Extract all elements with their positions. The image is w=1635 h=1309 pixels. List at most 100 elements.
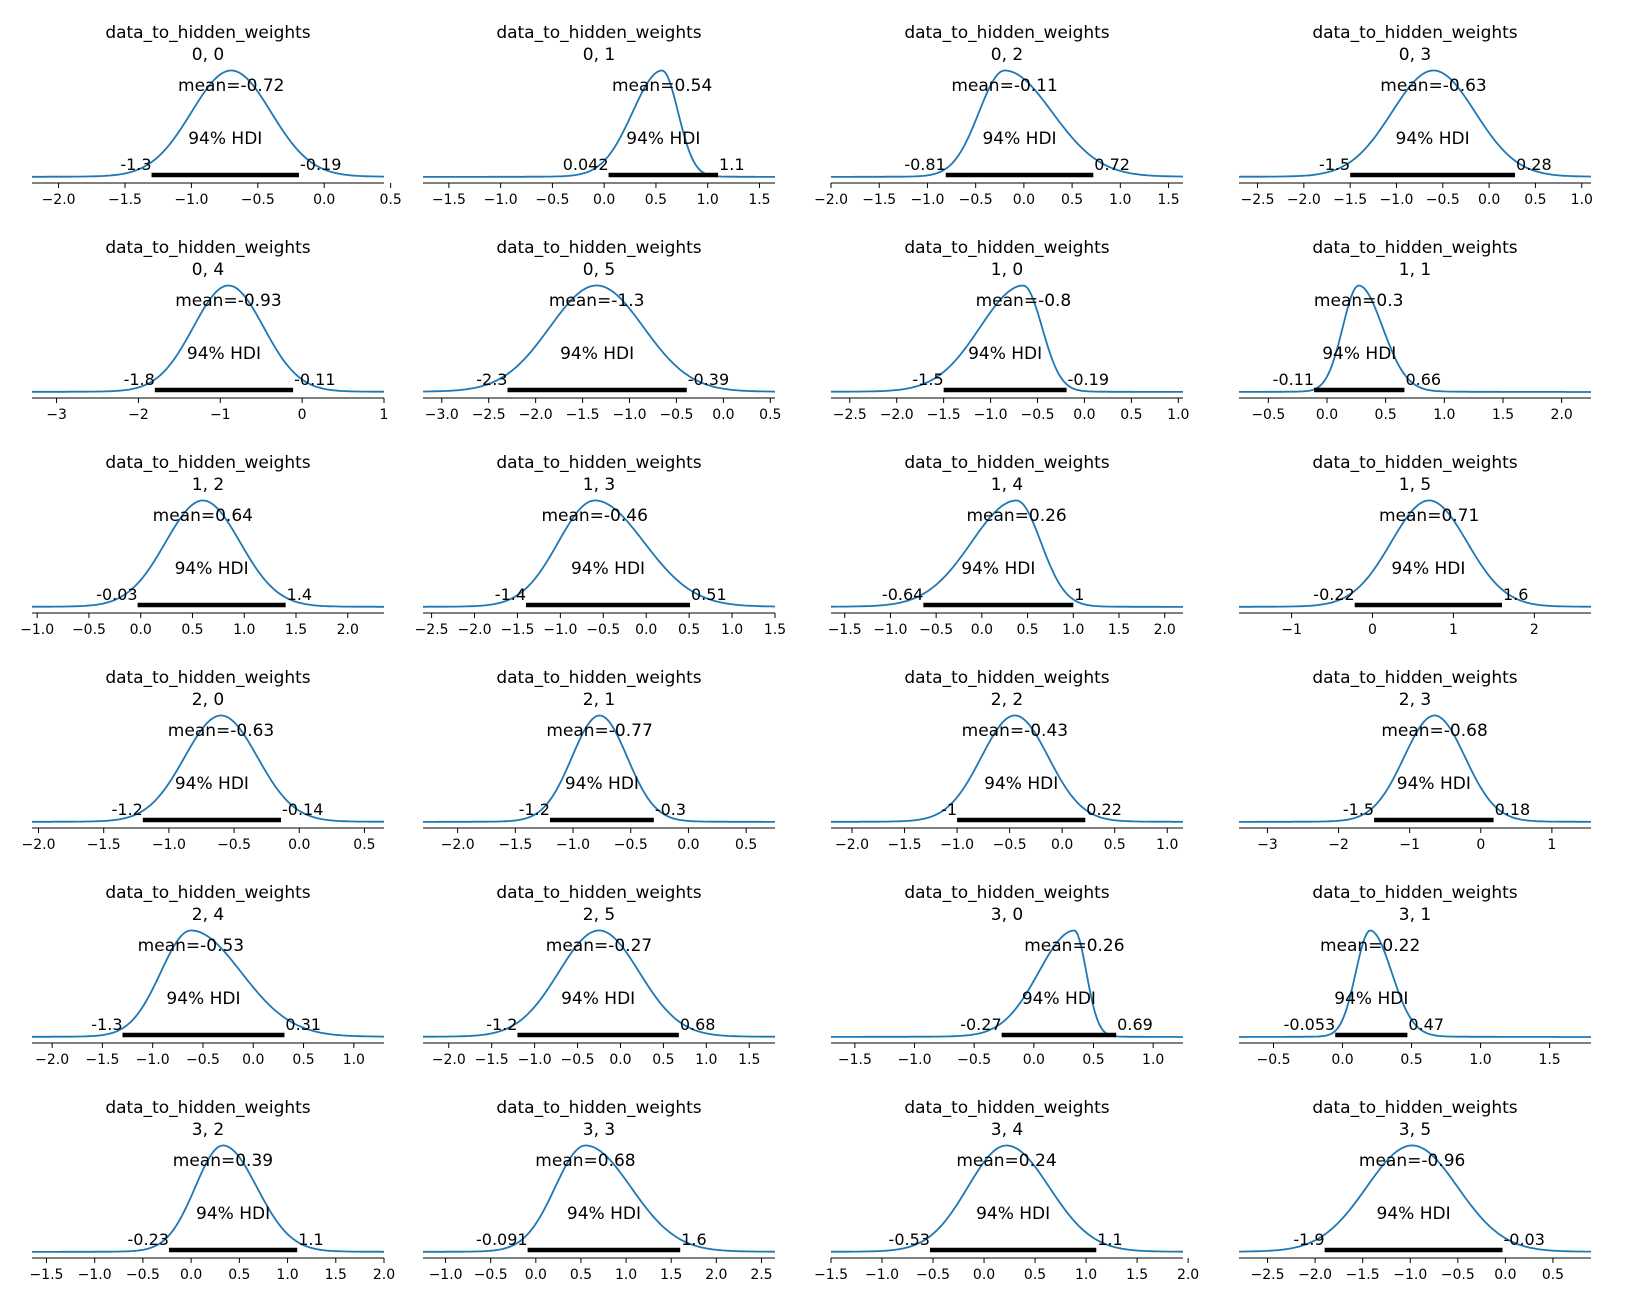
x-tick-label: −2.0 bbox=[814, 192, 848, 208]
panel-title: data_to_hidden_weights bbox=[105, 1098, 310, 1118]
hdi-upper-label: -0.19 bbox=[300, 155, 341, 174]
panel-title: data_to_hidden_weights bbox=[496, 668, 701, 688]
panel-title: data_to_hidden_weights bbox=[496, 453, 701, 473]
mean-label: mean=0.3 bbox=[1314, 291, 1404, 311]
hdi-lower-label: -0.53 bbox=[889, 1230, 930, 1249]
x-tick-label: 2.0 bbox=[1177, 1267, 1199, 1283]
posterior-panel: −2.0 −1.5 −1.0 −0.5 0.0 0.5 data_to_hidden_wei… bbox=[423, 668, 775, 853]
panel-title: data_to_hidden_weights bbox=[904, 453, 1109, 473]
density-curve bbox=[1239, 284, 1591, 393]
x-tick-label: 0.0 bbox=[313, 192, 335, 208]
hdi-label: 94% HDI bbox=[166, 989, 240, 1009]
density-curve bbox=[423, 284, 775, 393]
x-tick-label: 1.5 bbox=[1108, 622, 1130, 638]
x-tick-label: −1.0 bbox=[484, 192, 518, 208]
x-tick-label: −1.0 bbox=[865, 1267, 899, 1283]
hdi-lower-label: -1 bbox=[941, 800, 957, 819]
mean-label: mean=0.68 bbox=[535, 1151, 635, 1171]
x-tick-label: 0.0 bbox=[242, 1052, 264, 1068]
hdi-lower-label: -0.11 bbox=[1273, 370, 1314, 389]
x-tick-label: 1.0 bbox=[276, 1267, 298, 1283]
x-tick-label: −2.0 bbox=[1298, 1267, 1332, 1283]
panel-title: data_to_hidden_weights bbox=[904, 238, 1109, 258]
hdi-upper-label: 0.31 bbox=[285, 1015, 321, 1034]
x-tick-label: −1.0 bbox=[873, 622, 907, 638]
hdi-lower-label: -1.8 bbox=[124, 370, 155, 389]
x-tick-label: −1.5 bbox=[432, 192, 466, 208]
density-curve bbox=[1239, 499, 1591, 608]
hdi-lower-label: 0.042 bbox=[563, 155, 609, 174]
x-tick-label: 1.0 bbox=[721, 622, 743, 638]
x-tick-label: −1.5 bbox=[500, 622, 534, 638]
panel-subtitle: 3, 3 bbox=[583, 1120, 615, 1140]
x-tick-label: −1.0 bbox=[940, 837, 974, 853]
density-curve bbox=[831, 69, 1184, 178]
x-tick-label: −2.0 bbox=[880, 407, 914, 423]
hdi-lower-label: -0.03 bbox=[96, 585, 137, 604]
panel-title: data_to_hidden_weights bbox=[1312, 883, 1517, 903]
mean-label: mean=-0.96 bbox=[1359, 1151, 1465, 1171]
hdi-label: 94% HDI bbox=[961, 559, 1035, 579]
x-tick-label: −1.5 bbox=[1333, 192, 1367, 208]
x-tick-label: 0.0 bbox=[1478, 192, 1500, 208]
x-tick-label: 1.0 bbox=[1142, 1052, 1164, 1068]
density-curve bbox=[423, 929, 775, 1038]
hdi-upper-label: 0.68 bbox=[680, 1015, 716, 1034]
x-tick-label: −0.5 bbox=[916, 1267, 950, 1283]
panel-title: data_to_hidden_weights bbox=[105, 453, 310, 473]
x-tick-label: −1.5 bbox=[85, 1052, 119, 1068]
x-tick-label: −1.5 bbox=[566, 407, 600, 423]
mean-label: mean=-0.63 bbox=[168, 721, 274, 741]
x-tick-label: 0.0 bbox=[973, 1267, 995, 1283]
panel-title: data_to_hidden_weights bbox=[105, 238, 310, 258]
hdi-label: 94% HDI bbox=[560, 344, 634, 364]
x-tick-label: −1.5 bbox=[888, 837, 922, 853]
x-tick-label: −1.0 bbox=[20, 622, 54, 638]
x-tick-label: −0.5 bbox=[614, 837, 648, 853]
mean-label: mean=-0.93 bbox=[175, 291, 281, 311]
x-tick-label: 2.0 bbox=[337, 622, 359, 638]
mean-label: mean=-0.77 bbox=[546, 721, 652, 741]
x-tick-label: 1.0 bbox=[1469, 1052, 1491, 1068]
x-tick-label: −1.0 bbox=[543, 622, 577, 638]
hdi-lower-label: -1.9 bbox=[1293, 1230, 1324, 1249]
x-tick-label: −2.0 bbox=[1287, 192, 1321, 208]
x-tick-label: −0.5 bbox=[957, 1052, 991, 1068]
x-tick-label: 0.5 bbox=[1120, 407, 1142, 423]
hdi-upper-label: 0.22 bbox=[1086, 800, 1122, 819]
x-tick-label: −1.0 bbox=[174, 192, 208, 208]
density-curve bbox=[1239, 1144, 1591, 1253]
x-tick-label: 1.5 bbox=[738, 1052, 760, 1068]
posterior-panel: −2.5 −2.0 −1.5 −1.0 −0.5 0.0 0.5 1.0 data_to_hid… bbox=[831, 238, 1189, 423]
x-tick-label: 1.0 bbox=[1571, 192, 1593, 208]
hdi-upper-label: 0.72 bbox=[1094, 155, 1130, 174]
x-tick-label: 0.0 bbox=[525, 1267, 547, 1283]
x-tick-label: 0.5 bbox=[1524, 192, 1546, 208]
x-tick-label: −2.5 bbox=[1241, 192, 1275, 208]
hdi-upper-label: 0.51 bbox=[691, 585, 727, 604]
x-tick-label: −1.5 bbox=[862, 192, 896, 208]
hdi-upper-label: 0.69 bbox=[1117, 1015, 1153, 1034]
x-tick-label: 0.0 bbox=[593, 192, 615, 208]
x-tick-label: −0.5 bbox=[217, 837, 251, 853]
hdi-upper-label: 1.1 bbox=[719, 155, 744, 174]
hdi-upper-label: -0.03 bbox=[1504, 1230, 1545, 1249]
x-tick-label: 0.5 bbox=[678, 622, 700, 638]
panel-title: data_to_hidden_weights bbox=[904, 1098, 1109, 1118]
hdi-label: 94% HDI bbox=[982, 129, 1056, 149]
panel-subtitle: 0, 5 bbox=[583, 260, 615, 280]
mean-label: mean=0.64 bbox=[153, 506, 253, 526]
posterior-panel: −1.5 −1.0 −0.5 0.0 0.5 1.0 1.5 2.0 data_to_hidde… bbox=[814, 1098, 1199, 1283]
hdi-lower-label: -1.5 bbox=[1343, 800, 1374, 819]
hdi-label: 94% HDI bbox=[1391, 559, 1465, 579]
panel-subtitle: 2, 0 bbox=[192, 690, 224, 710]
x-tick-label: −2 bbox=[128, 407, 149, 423]
hdi-lower-label: -0.64 bbox=[882, 585, 923, 604]
x-tick-label: 1.5 bbox=[1538, 1052, 1560, 1068]
panel-subtitle: 3, 5 bbox=[1399, 1120, 1431, 1140]
hdi-lower-label: -1.5 bbox=[1319, 155, 1350, 174]
x-tick-label: 1.0 bbox=[1167, 407, 1189, 423]
x-tick-label: 1.5 bbox=[748, 192, 770, 208]
